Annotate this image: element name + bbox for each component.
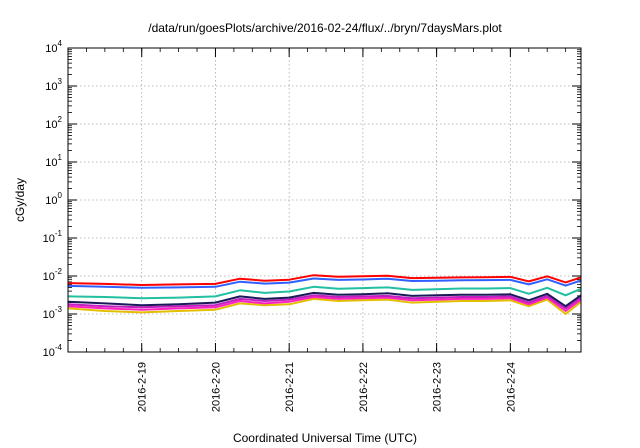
x-tick-label: 2016-2-19 — [137, 362, 149, 412]
x-tick-label: 2016-2-21 — [284, 362, 296, 412]
series-line — [67, 297, 582, 315]
x-axis-label: Coordinated Universal Time (UTC) — [233, 431, 417, 445]
series-line — [67, 296, 582, 312]
y-axis-label: cGy/day — [13, 178, 27, 222]
y-tick-label: 104 — [45, 39, 62, 55]
x-tick-label: 2016-2-20 — [210, 362, 222, 412]
series-line — [67, 274, 582, 286]
y-tick-label: 101 — [45, 153, 62, 169]
x-tick-label: 2016-2-24 — [505, 362, 517, 412]
y-tick-label: 10-3 — [43, 305, 63, 321]
axis-ticks: 10-4 10-3 10-2 10-1 100 101 102 103 104 2016-2-19… — [43, 39, 581, 412]
y-tick-label: 10-1 — [43, 229, 63, 245]
chart-title: /data/run/goesPlots/archive/2016-02-24/f… — [148, 21, 502, 35]
series-line — [67, 277, 582, 289]
y-tick-label: 103 — [45, 77, 62, 93]
x-tick-label: 2016-2-22 — [358, 362, 370, 412]
y-tick-label: 100 — [45, 191, 62, 207]
y-tick-label: 10-4 — [43, 343, 63, 359]
y-tick-label: 102 — [45, 115, 62, 131]
series-line — [67, 294, 582, 310]
series-line — [67, 291, 582, 308]
plot-frame — [67, 47, 582, 353]
series-lines — [67, 274, 582, 315]
x-tick-label: 2016-2-23 — [432, 362, 444, 412]
y-tick-label: 10-2 — [43, 267, 63, 283]
series-line — [67, 285, 582, 300]
